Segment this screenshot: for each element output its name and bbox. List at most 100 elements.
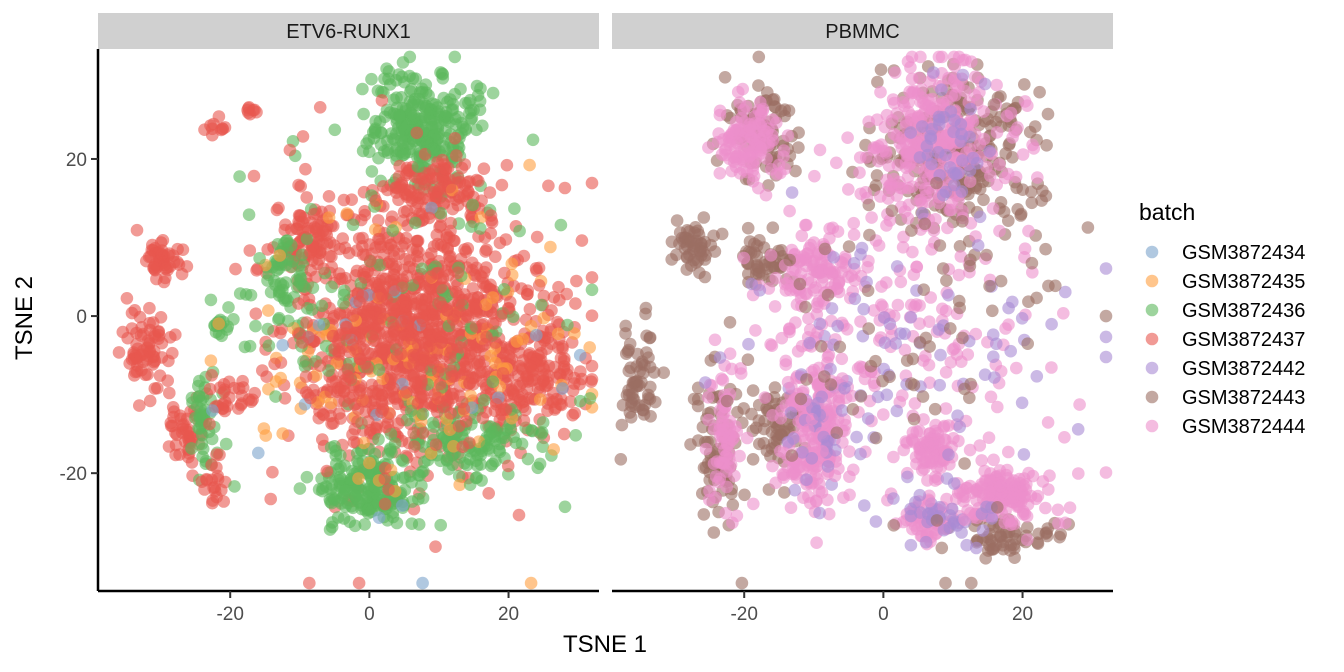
data-point xyxy=(279,258,293,272)
data-point xyxy=(906,426,920,439)
data-point xyxy=(517,249,531,263)
data-point xyxy=(752,50,766,64)
data-point xyxy=(888,66,902,79)
data-point xyxy=(466,282,480,295)
data-point xyxy=(963,175,977,188)
data-point xyxy=(405,83,418,96)
data-point xyxy=(372,433,385,446)
data-point xyxy=(1031,536,1044,549)
data-point xyxy=(365,72,378,86)
data-point xyxy=(392,181,405,195)
data-point xyxy=(978,77,992,91)
data-point xyxy=(483,186,497,199)
data-point xyxy=(855,241,869,255)
data-point xyxy=(558,181,572,195)
data-point xyxy=(904,509,918,523)
data-point xyxy=(569,297,582,310)
data-point xyxy=(409,376,422,389)
data-point xyxy=(878,336,892,350)
data-point xyxy=(290,222,304,235)
data-point xyxy=(272,201,285,215)
data-point xyxy=(964,102,977,116)
data-point xyxy=(407,109,421,122)
data-point xyxy=(822,348,836,362)
data-point xyxy=(841,131,854,144)
data-point xyxy=(853,151,867,164)
data-point xyxy=(459,96,472,110)
data-point xyxy=(1002,445,1015,459)
data-point xyxy=(429,438,443,452)
data-point xyxy=(356,82,369,96)
data-point xyxy=(369,194,383,207)
data-point xyxy=(372,289,385,303)
data-point xyxy=(784,406,798,420)
data-point xyxy=(858,499,871,512)
data-point xyxy=(112,346,126,359)
data-point xyxy=(301,222,315,235)
data-point xyxy=(242,101,256,114)
data-point xyxy=(919,535,933,549)
data-point xyxy=(361,362,374,375)
data-point xyxy=(458,158,472,171)
data-point xyxy=(276,338,290,352)
data-point xyxy=(323,249,336,263)
data-point xyxy=(387,283,400,297)
data-point xyxy=(324,409,337,423)
data-point xyxy=(352,472,365,485)
data-point xyxy=(898,327,912,341)
data-point xyxy=(930,176,943,190)
data-point xyxy=(1009,532,1022,546)
data-point xyxy=(1006,151,1019,164)
data-point xyxy=(1036,184,1049,198)
data-point xyxy=(831,319,844,333)
data-point xyxy=(236,381,250,394)
data-point xyxy=(887,492,900,505)
data-point xyxy=(904,126,917,139)
data-point xyxy=(433,377,447,391)
data-point xyxy=(1036,475,1050,488)
data-point xyxy=(504,422,517,435)
data-point xyxy=(619,327,632,340)
data-point xyxy=(377,180,390,193)
data-point xyxy=(409,216,422,230)
data-point xyxy=(440,304,454,317)
data-point xyxy=(203,382,217,396)
data-point xyxy=(457,367,470,380)
data-point xyxy=(1014,209,1027,222)
data-point xyxy=(142,250,156,264)
data-point xyxy=(186,396,199,409)
data-point xyxy=(148,354,162,368)
data-point xyxy=(353,295,366,309)
data-point xyxy=(848,292,862,306)
data-point xyxy=(360,490,374,504)
data-point xyxy=(885,181,898,195)
data-point xyxy=(746,175,760,188)
data-point xyxy=(887,96,901,110)
data-point xyxy=(932,50,946,64)
data-point xyxy=(568,327,581,340)
data-point xyxy=(412,492,425,506)
data-point xyxy=(926,437,940,451)
data-point xyxy=(889,337,902,350)
data-point xyxy=(703,484,716,498)
data-point xyxy=(524,576,538,590)
data-point xyxy=(913,194,926,207)
data-point xyxy=(800,473,813,487)
data-point xyxy=(249,319,262,333)
data-point xyxy=(916,108,930,121)
data-point xyxy=(1099,330,1113,344)
data-point xyxy=(822,507,836,521)
data-point xyxy=(952,268,966,282)
data-point xyxy=(205,432,219,446)
data-point xyxy=(993,158,1006,171)
data-point xyxy=(1039,242,1052,256)
data-point xyxy=(925,157,938,171)
data-point xyxy=(359,394,373,407)
data-point xyxy=(358,271,371,284)
data-point xyxy=(765,339,779,353)
data-point xyxy=(526,133,540,147)
data-point xyxy=(486,317,500,330)
data-point xyxy=(984,390,998,404)
data-point xyxy=(293,327,306,340)
data-point xyxy=(388,262,401,276)
